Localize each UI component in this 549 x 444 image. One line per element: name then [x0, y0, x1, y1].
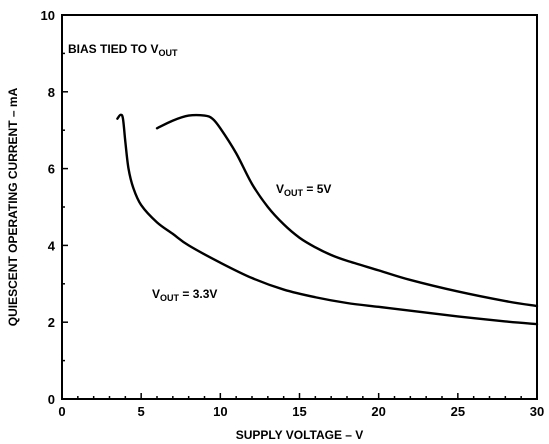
bias-annotation-sub: OUT [158, 48, 178, 58]
x-tick-label: 30 [530, 404, 544, 419]
y-axis-title: QUIESCENT OPERATING CURRENT – mA [6, 87, 20, 326]
plot-frame [61, 14, 538, 400]
bias-annotation-main: BIAS TIED TO V [68, 42, 158, 56]
x-axis-title: SUPPLY VOLTAGE – V [236, 428, 364, 442]
series-layer [116, 113, 539, 326]
y-tick-label: 4 [48, 238, 56, 253]
x-tick-label: 25 [451, 404, 465, 419]
series-label-5v: VOUT = 5V [276, 182, 331, 198]
series-line-vout-3v3 [116, 113, 539, 326]
series-line-vout-5v [155, 113, 539, 308]
y-tick-label: 0 [48, 392, 55, 407]
x-tick-label: 10 [213, 404, 227, 419]
y-tick-label: 6 [48, 162, 55, 177]
x-tick-label: 20 [371, 404, 385, 419]
series-label-3v3: VOUT = 3.3V [152, 287, 217, 303]
x-tick-label: 0 [58, 404, 65, 419]
y-tick-label: 10 [41, 8, 55, 23]
x-tick-label: 5 [138, 404, 145, 419]
y-tick-label: 2 [48, 315, 55, 330]
x-tick-label: 15 [292, 404, 306, 419]
bias-annotation: BIAS TIED TO VOUT [68, 42, 178, 58]
y-tick-label: 8 [48, 85, 55, 100]
x-axis-ticks: 0 5 10 15 20 25 30 [58, 393, 544, 419]
